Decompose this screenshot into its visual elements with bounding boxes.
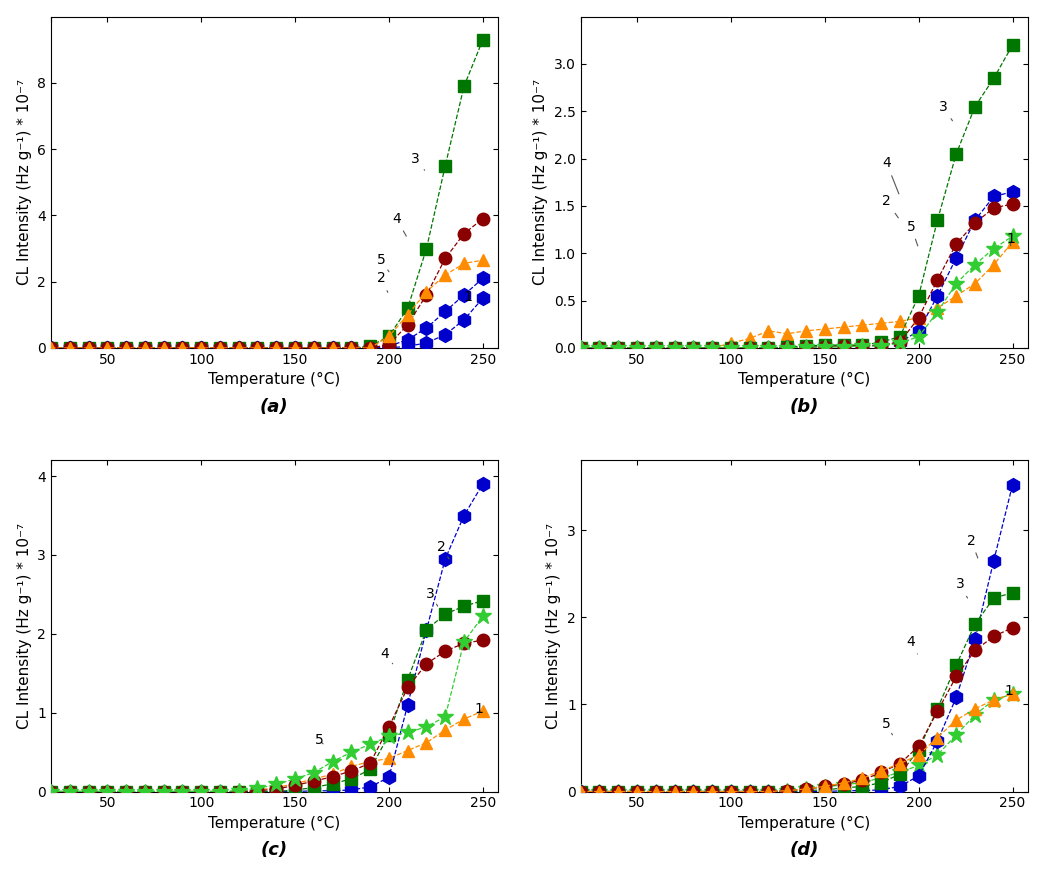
Text: 3: 3 bbox=[426, 588, 438, 606]
Text: 2: 2 bbox=[437, 540, 449, 559]
Text: 2: 2 bbox=[967, 534, 978, 558]
Text: 1: 1 bbox=[474, 702, 484, 716]
Y-axis label: CL Intensity (Hz g⁻¹) * 10⁻⁷: CL Intensity (Hz g⁻¹) * 10⁻⁷ bbox=[17, 79, 31, 285]
Text: 3: 3 bbox=[411, 152, 424, 170]
Text: (c): (c) bbox=[261, 841, 288, 859]
Text: 2: 2 bbox=[882, 194, 899, 218]
Text: (d): (d) bbox=[789, 841, 819, 859]
Text: (b): (b) bbox=[789, 398, 819, 416]
X-axis label: Temperature (°C): Temperature (°C) bbox=[738, 372, 870, 387]
X-axis label: Temperature (°C): Temperature (°C) bbox=[738, 816, 870, 831]
Text: 4: 4 bbox=[380, 646, 393, 664]
X-axis label: Temperature (°C): Temperature (°C) bbox=[208, 816, 341, 831]
Text: 4: 4 bbox=[882, 156, 899, 194]
Text: 3: 3 bbox=[938, 99, 952, 121]
Text: 2: 2 bbox=[377, 271, 388, 292]
X-axis label: Temperature (°C): Temperature (°C) bbox=[208, 372, 341, 387]
Text: 3: 3 bbox=[955, 577, 968, 598]
Text: 5: 5 bbox=[377, 253, 389, 272]
Y-axis label: CL Intensity (Hz g⁻¹) * 10⁻⁷: CL Intensity (Hz g⁻¹) * 10⁻⁷ bbox=[17, 523, 31, 729]
Text: 1: 1 bbox=[1006, 232, 1015, 246]
Text: 4: 4 bbox=[392, 212, 407, 236]
Text: (a): (a) bbox=[260, 398, 288, 416]
Text: 5: 5 bbox=[907, 220, 918, 246]
Text: 1: 1 bbox=[1004, 685, 1014, 698]
Text: 5: 5 bbox=[882, 717, 892, 735]
Text: 4: 4 bbox=[907, 635, 918, 654]
Y-axis label: CL Intensity (Hz g⁻¹) * 10⁻⁷: CL Intensity (Hz g⁻¹) * 10⁻⁷ bbox=[533, 79, 549, 285]
Text: 5: 5 bbox=[316, 733, 324, 747]
Text: 1: 1 bbox=[463, 290, 472, 303]
Y-axis label: CL Intensity (Hz g⁻¹) * 10⁻⁷: CL Intensity (Hz g⁻¹) * 10⁻⁷ bbox=[547, 523, 561, 729]
